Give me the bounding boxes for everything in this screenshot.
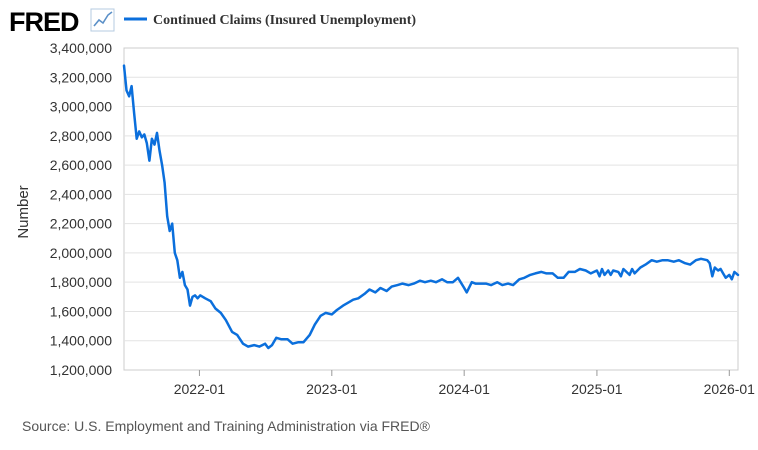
y-tick-label: 1,200,000 [50,362,112,378]
x-tick-label: 2026-01 [704,381,756,397]
y-tick-label: 1,800,000 [50,274,112,290]
y-tick-label: 2,800,000 [50,128,112,144]
trend-line-icon [90,8,115,32]
x-tick-label: 2024-01 [438,381,490,397]
y-axis-title: Number [15,185,32,238]
y-tick-label: 3,000,000 [50,99,112,115]
y-tick-label: 2,400,000 [50,186,112,202]
y-tick-label: 2,000,000 [50,245,112,261]
y-tick-label: 1,600,000 [50,303,112,319]
legend[interactable]: Continued Claims (Insured Unemployment) [124,13,416,28]
series-layer [122,64,740,350]
legend-label: Continued Claims (Insured Unemployment) [153,13,416,28]
fred-logo-text: FRED [9,7,79,37]
gridlines [124,76,738,342]
plot-area[interactable] [123,47,739,371]
x-axis-ticks: 2022-01 2023-01 2024-01 2025-01 2026-01 [174,370,755,397]
y-tick-label: 1,400,000 [50,333,112,349]
x-tick-label: 2023-01 [306,381,358,397]
y-tick-label: 3,200,000 [50,69,112,85]
x-tick-label: 2022-01 [174,381,226,397]
series-line-continued-claims[interactable] [122,64,740,350]
fred-logo[interactable]: FRED [9,7,115,37]
y-axis-ticks: 1,200,000 1,400,000 1,600,000 1,800,000 2,00… [50,40,112,378]
source-note: Source: U.S. Employment and Training Adm… [22,418,431,434]
y-tick-label: 2,600,000 [50,157,112,173]
y-tick-label: 3,400,000 [50,40,112,56]
x-tick-label: 2025-01 [571,381,623,397]
y-tick-label: 2,200,000 [50,216,112,232]
